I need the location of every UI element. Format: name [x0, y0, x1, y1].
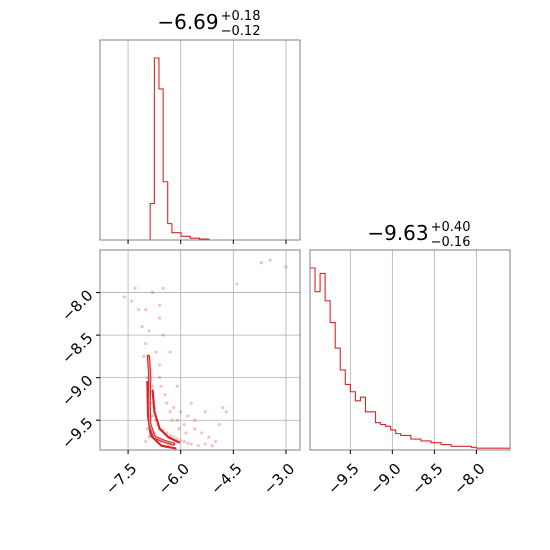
- scatter-point: [207, 435, 211, 439]
- scatter-point: [224, 410, 228, 414]
- scatter-point: [175, 384, 179, 388]
- top-left-title-value: −6.69: [157, 10, 218, 34]
- scatter-point: [259, 261, 264, 265]
- scatter-point: [129, 299, 134, 303]
- panel-bottom-left-scatter: −7.5 −6.0 −4.5 −3.0 −8.0 −8.5 −9.0 −9.5: [58, 249, 301, 498]
- bottom-right-title-value: −9.63: [367, 221, 428, 245]
- scatter-point: [163, 393, 167, 397]
- scatter-point: [186, 441, 190, 445]
- scatter-point: [144, 342, 148, 346]
- scatter-point: [158, 316, 162, 320]
- y-tick-label: −8.0: [58, 286, 96, 324]
- scatter-point: [196, 444, 200, 448]
- scatter-point: [165, 401, 169, 405]
- scatter-point: [184, 431, 188, 435]
- scatter-point: [170, 418, 174, 422]
- scatter-point: [168, 433, 172, 438]
- scatter-point: [158, 303, 162, 307]
- scatter-point: [136, 307, 141, 312]
- scatter-point: [154, 350, 158, 354]
- bottom-left-contours: [146, 354, 181, 450]
- scatter-point: [145, 427, 149, 431]
- scatter-point: [147, 435, 151, 439]
- bottom-right-grid: [349, 250, 477, 450]
- top-left-grid: [127, 40, 287, 240]
- x-tick-label: −9.0: [366, 460, 404, 498]
- scatter-point: [193, 418, 197, 422]
- scatter-point: [210, 444, 214, 448]
- bottom-right-title-upper: +0.40: [431, 220, 471, 235]
- scatter-point: [151, 290, 155, 295]
- scatter-point: [284, 265, 288, 269]
- scatter-point: [175, 437, 179, 441]
- bottom-right-title: −9.63: [367, 221, 428, 245]
- x-tick-label: −3.0: [260, 460, 298, 498]
- scatter-point: [144, 307, 148, 312]
- density-contour: [146, 380, 177, 450]
- scatter-point: [158, 376, 162, 380]
- scatter-point: [193, 427, 197, 431]
- bottom-right-frame: [309, 249, 511, 451]
- x-tick-label: −8.5: [408, 460, 446, 498]
- scatter-point: [217, 422, 221, 427]
- y-tick-label: −8.5: [58, 329, 96, 367]
- scatter-point: [158, 363, 162, 367]
- scatter-point: [168, 350, 172, 354]
- panel-top-left-histogram: −6.69 +0.18 −0.12: [99, 9, 301, 244]
- top-left-title-lower: −0.12: [221, 24, 261, 39]
- scatter-point: [179, 410, 183, 414]
- x-tick-label: −9.5: [324, 460, 362, 498]
- scatter-point: [122, 295, 127, 299]
- x-tick-label: −7.5: [102, 460, 140, 498]
- y-tick-label: −9.0: [58, 371, 96, 409]
- scatter-point: [175, 418, 179, 422]
- scatter-point: [203, 442, 207, 446]
- top-left-ticks: [127, 240, 287, 244]
- bottom-left-frame: [99, 249, 301, 451]
- scatter-point: [235, 282, 239, 286]
- scatter-point: [177, 427, 181, 431]
- scatter-point: [189, 442, 193, 446]
- scatter-point: [200, 431, 204, 435]
- top-left-frame: [99, 39, 301, 241]
- scatter-point: [142, 354, 146, 358]
- scatter-point: [161, 286, 165, 290]
- top-left-histogram-line: [100, 57, 300, 241]
- bottom-right-histogram-line: [310, 267, 510, 449]
- bottom-right-ticks: −9.5 −9.0 −8.5 −8.0: [324, 450, 489, 498]
- scatter-point: [147, 329, 151, 333]
- scatter-point: [186, 414, 190, 418]
- panel-bottom-right-histogram: −9.5 −9.0 −8.5 −8.0 −9.63 +0.40 −0.16: [309, 220, 511, 498]
- x-tick-label: −8.0: [450, 460, 488, 498]
- density-core-highlight: [147, 356, 174, 445]
- bottom-left-ticks: −7.5 −6.0 −4.5 −3.0 −8.0 −8.5 −9.0 −9.5: [58, 286, 298, 498]
- scatter-point: [144, 439, 148, 444]
- density-contour: [151, 389, 181, 444]
- x-tick-label: −4.5: [207, 460, 245, 498]
- scatter-point: [189, 401, 193, 405]
- scatter-point: [172, 405, 176, 410]
- scatter-point: [168, 410, 172, 414]
- scatter-point: [182, 422, 186, 427]
- scatter-point: [151, 384, 155, 388]
- scatter-point: [172, 435, 176, 439]
- scatter-point: [133, 286, 137, 290]
- top-left-title-upper: +0.18: [221, 9, 261, 24]
- scatter-point: [203, 410, 207, 414]
- top-left-title: −6.69: [157, 10, 218, 34]
- scatter-point: [159, 384, 164, 388]
- bottom-left-grid: [100, 250, 300, 450]
- scatter-point: [214, 439, 218, 444]
- scatter-point: [268, 258, 272, 262]
- x-tick-label: −6.0: [155, 460, 193, 498]
- scatter-point: [161, 333, 165, 337]
- bottom-right-title-lower: −0.16: [431, 235, 471, 250]
- scatter-point: [140, 324, 144, 329]
- scatter-point: [179, 439, 183, 443]
- scatter-point: [151, 414, 155, 418]
- y-tick-label: −9.5: [58, 414, 96, 452]
- scatter-point: [221, 405, 225, 410]
- scatter-point: [182, 439, 186, 444]
